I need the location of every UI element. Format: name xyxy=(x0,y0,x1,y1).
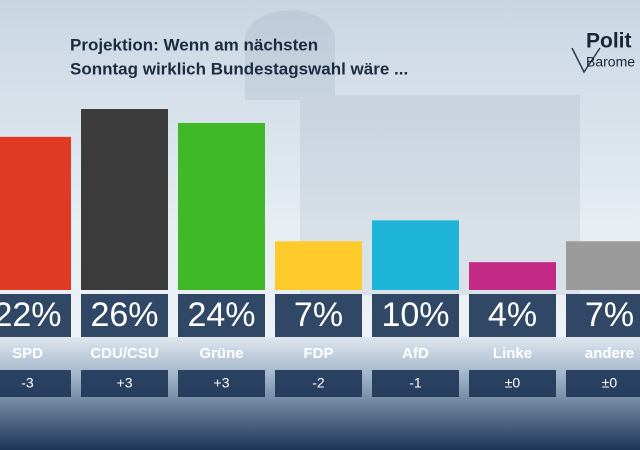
logo-mark xyxy=(571,47,601,74)
value-label: 7% xyxy=(294,296,343,334)
value-box xyxy=(275,294,362,337)
bar xyxy=(469,262,556,290)
value-label: 4% xyxy=(488,296,537,334)
change-box xyxy=(372,370,459,397)
value-label: 26% xyxy=(90,296,158,334)
change-label: -3 xyxy=(21,375,34,391)
value-label: 24% xyxy=(187,296,255,334)
category-label: Linke xyxy=(493,345,532,362)
bar xyxy=(372,220,459,290)
value-label: 7% xyxy=(585,296,634,334)
change-label: ±0 xyxy=(602,375,618,391)
change-box xyxy=(178,370,265,397)
change-label: -1 xyxy=(409,375,422,391)
change-box xyxy=(566,370,640,397)
change-box xyxy=(275,370,362,397)
chart-title: Sonntag wirklich Bundestagswahl wäre ... xyxy=(70,59,408,78)
change-box xyxy=(81,370,168,397)
bar xyxy=(275,241,362,290)
category-label: andere xyxy=(585,345,634,362)
category-label: AfD xyxy=(402,345,429,362)
change-label: +3 xyxy=(117,375,133,391)
change-box xyxy=(469,370,556,397)
value-box xyxy=(469,294,556,337)
bar xyxy=(178,122,265,291)
category-label: SPD xyxy=(12,345,43,362)
chart-title: Projektion: Wenn am nächsten xyxy=(70,35,318,54)
value-box xyxy=(0,294,71,337)
value-box xyxy=(81,294,168,337)
value-label: 10% xyxy=(381,296,449,334)
change-label: +3 xyxy=(214,375,230,391)
category-label: CDU/CSU xyxy=(90,345,158,362)
bar xyxy=(81,109,168,290)
value-box xyxy=(566,294,640,337)
category-label: FDP xyxy=(304,345,334,362)
change-label: ±0 xyxy=(505,375,521,391)
bar xyxy=(566,241,640,290)
bar xyxy=(0,136,71,290)
logo-text: Polit xyxy=(586,30,632,53)
logo-text: Barome xyxy=(586,54,635,70)
category-label: Grüne xyxy=(199,345,243,362)
value-label: 22% xyxy=(0,296,62,334)
value-box xyxy=(372,294,459,337)
change-label: -2 xyxy=(312,375,325,391)
change-box xyxy=(0,370,71,397)
value-box xyxy=(178,294,265,337)
